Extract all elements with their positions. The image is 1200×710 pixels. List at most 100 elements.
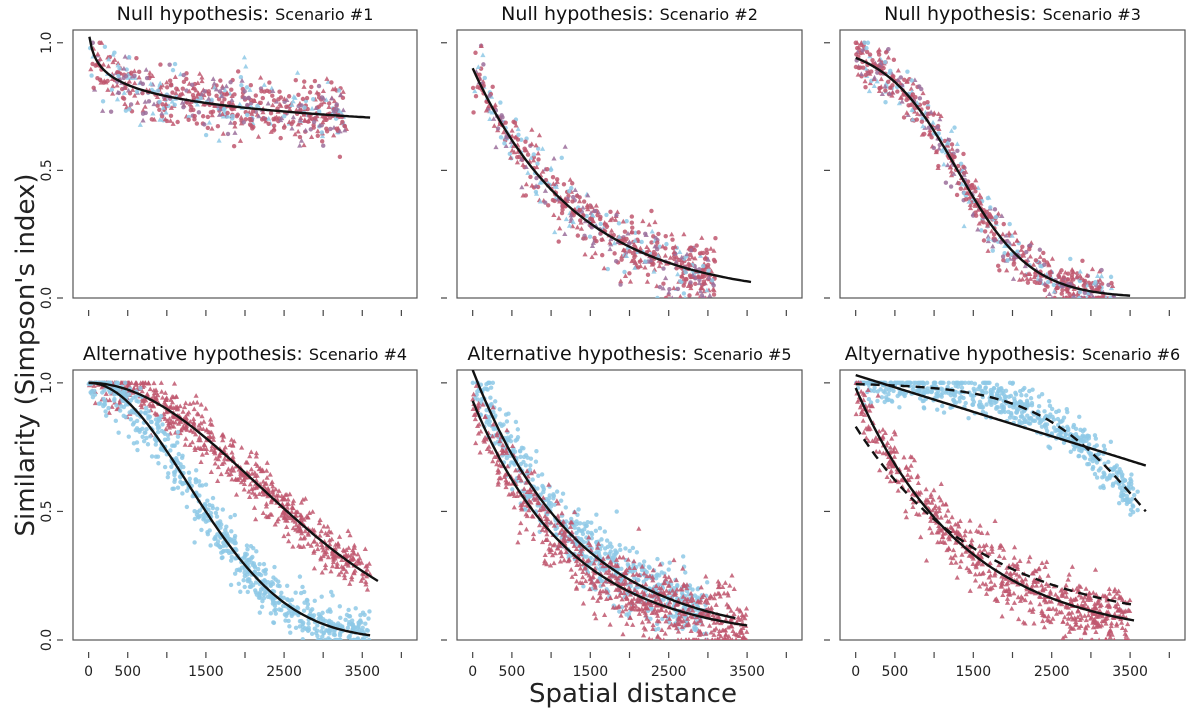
data-point [549,552,556,558]
data-point [213,510,219,516]
data-point [238,114,244,120]
data-point [337,128,343,134]
data-point [1060,287,1065,293]
data-point [270,93,275,98]
data-point [165,474,171,480]
data-point [315,637,321,640]
data-point [976,220,982,226]
data-point [696,274,702,279]
panel-title: Altyernative hypothesis: Scenario #6 [845,343,1180,365]
data-point [597,588,603,594]
data-point [529,513,535,519]
data-point [563,216,569,222]
data-point [590,218,596,224]
data-point [917,96,923,101]
data-point [169,423,175,429]
data-point [708,594,715,600]
data-point [324,628,329,633]
data-point [681,582,687,588]
data-point [535,146,541,151]
data-point [225,110,230,116]
data-point [679,624,685,629]
data-point [166,471,171,476]
data-point [305,628,311,634]
data-point [663,608,669,613]
data-point [121,96,127,101]
data-point [297,142,303,148]
data-point [504,419,510,424]
data-point [656,263,663,269]
data-point [864,49,870,55]
data-point [212,444,218,450]
data-point [535,161,540,166]
data-point [256,466,262,472]
data-point [714,619,720,625]
data-point [626,585,632,590]
data-point [135,447,140,453]
data-point [319,130,325,135]
data-point [149,419,154,425]
data-point [613,575,619,581]
data-point [734,637,738,640]
data-point [247,87,253,92]
data-point [649,208,654,214]
data-point [710,286,716,292]
data-point [663,233,668,239]
data-point [897,95,904,100]
data-point [159,389,165,394]
data-point [1022,263,1028,269]
data-point [319,133,326,139]
data-point [881,65,886,71]
data-point [222,456,228,461]
data-point [149,454,155,459]
data-point [204,450,210,455]
data-point [711,632,717,637]
data-point [582,251,588,257]
data-point [286,119,292,125]
data-point [329,551,336,557]
data-point [743,612,749,617]
data-point [1065,277,1070,282]
data-point [572,187,578,193]
data-point [315,546,321,552]
data-point [680,565,686,571]
data-point [853,40,858,45]
data-point [270,492,276,497]
data-point [583,578,589,584]
data-point [914,111,921,116]
data-point [208,543,213,548]
data-point [508,439,514,444]
data-point [576,507,581,512]
data-point [569,574,575,579]
data-point [1005,258,1010,263]
data-point [941,161,947,167]
data-point [634,571,640,577]
data-point [692,247,697,253]
data-point [292,95,298,100]
data-point [103,79,109,85]
data-point [697,637,701,640]
data-point [338,615,343,621]
data-point [958,186,964,191]
data-point [725,624,731,630]
data-point [149,117,155,122]
data-point [321,95,327,101]
data-point [175,440,180,445]
data-point [238,471,244,476]
data-point [205,498,210,503]
data-point [1071,293,1077,298]
data-point [1097,277,1103,282]
data-point [673,259,679,264]
data-point [341,572,348,578]
data-point [150,403,157,408]
data-point [956,180,961,186]
data-point [175,429,181,435]
data-point [619,596,625,602]
data-point [566,223,573,228]
data-point [585,520,590,525]
data-point [649,228,655,234]
data-point [336,572,342,577]
data-point [887,90,893,96]
fit-curve-2 [88,381,371,637]
data-point [587,542,593,548]
